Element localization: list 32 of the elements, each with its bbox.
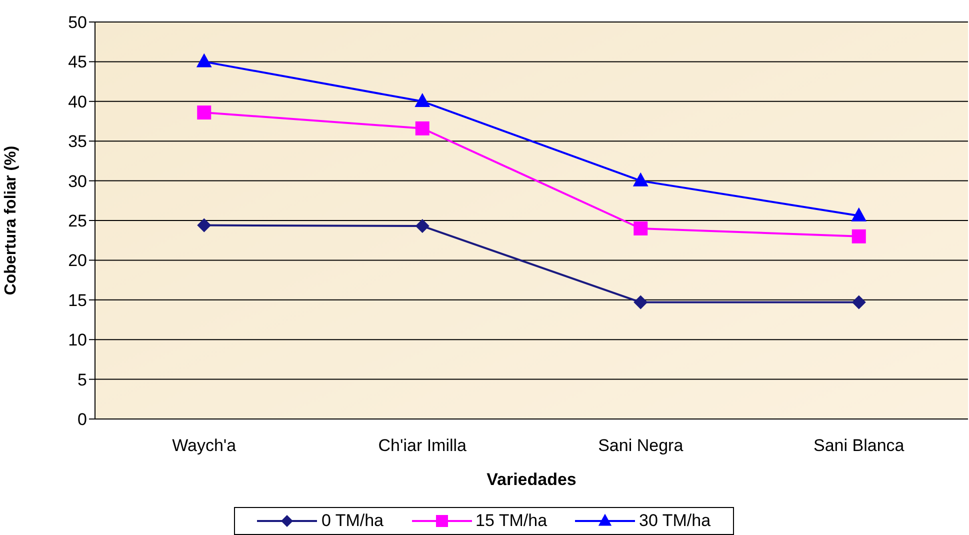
legend-label: 30 TM/ha [639,511,711,531]
y-tick-label: 40 [68,92,87,112]
y-tick-label: 15 [68,290,87,310]
y-tick-label: 50 [68,13,87,32]
point [852,295,866,310]
point [414,93,430,107]
y-tick-label: 20 [68,251,87,270]
x-tick-label: Sani Negra [598,436,684,456]
point [634,221,648,236]
y-tick-label: 30 [68,172,87,191]
y-tick-label: 10 [68,330,87,350]
x-axis-title: Variedades [486,470,576,489]
legend-label: 0 TM/ha [321,511,384,531]
point [632,172,648,186]
point [634,295,648,310]
y-tick-label: 25 [68,212,87,231]
x-tick-label: Ch'iar Imilla [378,436,468,456]
point [852,229,866,244]
point [197,218,212,232]
x-tick-label: Waych'a [172,436,237,456]
point [415,219,430,234]
point [197,106,212,120]
point [851,207,867,222]
point [196,53,212,68]
y-tick-label: 0 [78,410,87,430]
y-axis-title: Cobertura foliar (%) [2,146,20,296]
point [415,121,430,136]
legend-label: 15 TM/ha [476,511,548,531]
y-tick-label: 45 [68,52,87,72]
y-tick-label: 5 [78,370,87,390]
x-tick-label: Sani Blanca [814,436,905,456]
y-tick-label: 35 [68,132,87,152]
